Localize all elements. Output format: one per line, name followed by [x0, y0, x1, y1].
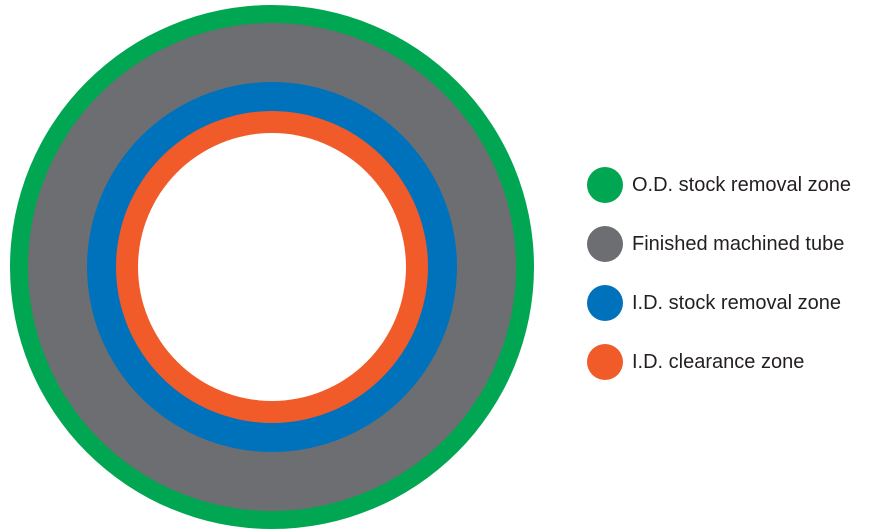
- legend-swatch-green: [587, 167, 623, 203]
- legend-item-id-stock-removal: I.D. stock removal zone: [587, 285, 887, 325]
- tube-cross-section: [10, 5, 534, 529]
- legend-label: I.D. clearance zone: [632, 351, 805, 373]
- legend-label: Finished machined tube: [632, 233, 845, 255]
- legend-swatch-gray: [587, 226, 623, 262]
- legend-swatch-blue: [587, 285, 623, 321]
- legend-item-id-clearance: I.D. clearance zone: [587, 344, 887, 384]
- legend-swatch-orange: [587, 344, 623, 380]
- legend: O.D. stock removal zone Finished machine…: [587, 167, 887, 403]
- legend-label: I.D. stock removal zone: [632, 292, 841, 314]
- bore: [138, 133, 406, 401]
- legend-item-finished-machined-tube: Finished machined tube: [587, 226, 887, 266]
- legend-label: O.D. stock removal zone: [632, 174, 851, 196]
- legend-item-od-stock-removal: O.D. stock removal zone: [587, 167, 887, 207]
